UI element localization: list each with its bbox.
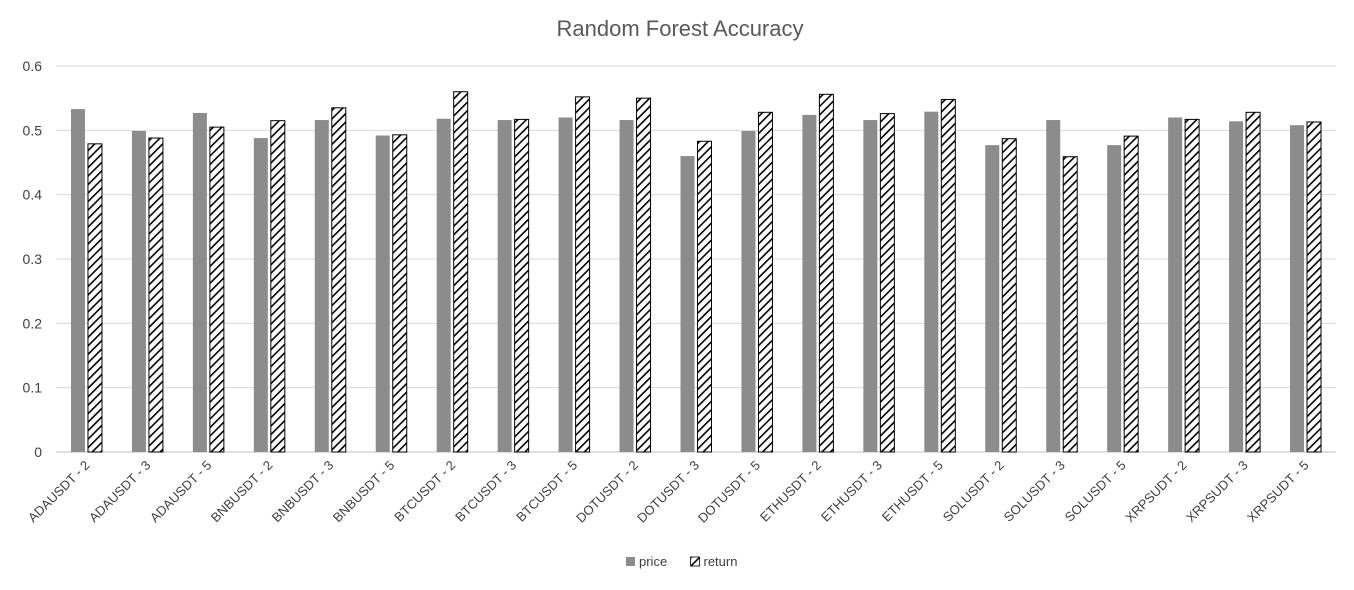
bar-price: [1046, 120, 1061, 452]
legend-swatch-return: [690, 556, 700, 567]
y-tick-label: 0.5: [23, 122, 43, 138]
bar-price: [192, 112, 207, 453]
x-tick-label: BTCUSDT - 3: [452, 458, 519, 525]
bar-return: [1001, 138, 1017, 453]
bar-price: [985, 145, 1000, 452]
bar-price: [1168, 117, 1183, 452]
bar-return: [940, 98, 956, 453]
bar-return: [757, 111, 773, 453]
y-tick-label: 0.1: [23, 380, 43, 396]
bar-price: [802, 114, 817, 452]
x-tick-label: DOTUSDT - 5: [695, 458, 763, 526]
bar-price: [1107, 145, 1122, 452]
bar-price: [497, 120, 512, 452]
x-tick-label: BTCUSDT - 2: [391, 458, 458, 525]
bar-return: [453, 91, 469, 453]
bar-price: [1290, 125, 1305, 452]
bar-price: [253, 138, 268, 452]
bar-return: [575, 96, 591, 453]
x-tick-label: DOTUSDT - 2: [573, 458, 641, 526]
bar-price: [1229, 121, 1244, 453]
legend-swatch-price: [626, 557, 635, 566]
legend-item-return: return: [690, 554, 738, 569]
bar-return: [148, 137, 164, 453]
x-tick-label: BNBUSDT - 2: [208, 458, 276, 526]
bar-price: [70, 109, 85, 452]
bar-price: [558, 117, 573, 452]
legend: price return: [626, 554, 737, 569]
y-tick-label: 0.2: [23, 315, 43, 331]
bar-return: [1184, 118, 1200, 453]
bar-return: [270, 120, 286, 453]
y-tick-label: 0.3: [23, 251, 43, 267]
x-tick-label: SOLUSDT - 5: [1062, 458, 1129, 525]
bar-return: [209, 126, 225, 453]
bar-price: [680, 156, 695, 453]
bar-price: [924, 111, 939, 452]
bar-price: [741, 130, 756, 452]
gridlines: [56, 65, 1336, 453]
x-tick-label: BTCUSDT - 5: [513, 458, 580, 525]
x-tick-label: XRPSUDT - 5: [1244, 458, 1312, 526]
bar-return: [1245, 111, 1261, 453]
x-tick-label: ETHUSDT - 5: [879, 458, 946, 525]
legend-label-return: return: [704, 554, 738, 569]
bar-return: [1123, 135, 1139, 453]
bar-price: [436, 118, 451, 453]
x-tick-label: XRPSUDT - 2: [1122, 458, 1190, 526]
x-tick-label: ETHUSDT - 2: [757, 458, 824, 525]
y-tick-label: 0.4: [23, 187, 43, 203]
y-tick-label: 0: [34, 444, 42, 460]
y-tick-label: 0.6: [23, 58, 43, 74]
bar-price: [863, 120, 878, 452]
x-tick-label: BNBUSDT - 5: [330, 458, 398, 526]
legend-item-price: price: [626, 554, 667, 569]
bar-return: [392, 134, 408, 453]
x-tick-label: XRPSUDT - 3: [1183, 458, 1251, 526]
bars: [70, 91, 1322, 453]
x-tick-label: BNBUSDT - 3: [269, 458, 337, 526]
x-tick-label: ADAUSDT - 2: [25, 458, 93, 526]
x-tick-label: ETHUSDT - 3: [818, 458, 885, 525]
bar-return: [1306, 121, 1322, 453]
bar-return: [514, 118, 530, 453]
x-tick-label: ADAUSDT - 3: [86, 458, 154, 526]
chart-title: Random Forest Accuracy: [557, 16, 804, 41]
bar-return: [636, 97, 652, 453]
bar-price: [131, 130, 146, 452]
bar-return: [879, 113, 895, 453]
x-tick-label: SOLUSDT - 2: [940, 458, 1007, 525]
x-tick-label: SOLUSDT - 3: [1001, 458, 1068, 525]
bar-return: [331, 107, 347, 453]
bar-return: [818, 93, 834, 453]
bar-return: [1062, 156, 1078, 453]
y-axis-ticks: 0 0.1 0.2 0.3 0.4 0.5 0.6: [23, 58, 43, 460]
bar-price: [375, 135, 390, 453]
x-tick-label: ADAUSDT - 5: [147, 458, 215, 526]
legend-label-price: price: [639, 554, 667, 569]
bar-return: [697, 140, 712, 453]
x-tick-label: DOTUSDT - 3: [634, 458, 702, 526]
bar-price: [619, 120, 634, 452]
bar-price: [314, 120, 329, 452]
bar-return: [87, 143, 103, 453]
